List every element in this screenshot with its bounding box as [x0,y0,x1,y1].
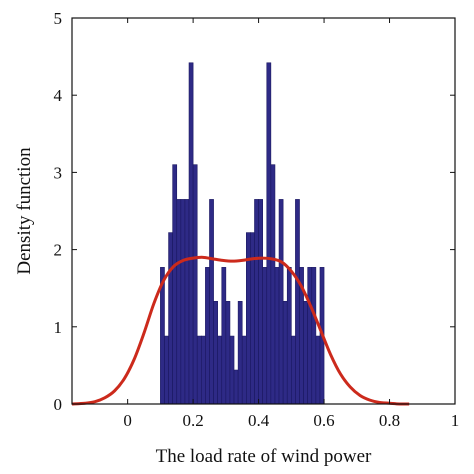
histogram-bar [241,335,247,405]
histogram-bar [237,301,243,405]
y-tick-label: 1 [54,318,63,337]
histogram-bar [286,267,292,405]
y-axis-label: Density function [14,147,35,275]
density-curve [71,255,410,406]
histogram-bar [274,267,280,405]
histogram-bar [282,301,288,405]
histogram-bar [258,199,263,405]
histogram-bar [176,199,182,405]
histogram-bar [295,199,300,405]
histogram-bar [188,62,194,405]
histogram-bar [221,267,227,405]
x-axis-label: The load rate of wind power [156,446,372,467]
histogram-bar [266,62,272,405]
histogram-bar [270,164,276,405]
histogram-bar [201,335,206,405]
x-tick-label: 0.8 [379,411,400,430]
y-tick-label: 2 [54,241,63,260]
histogram-bar [262,267,268,405]
histogram-bar [311,267,317,405]
histogram-bar [303,301,308,405]
histogram-bar [172,164,178,405]
histogram-bar [209,199,214,405]
plot-frame [71,17,456,405]
histogram-bar [192,164,198,405]
y-tick-label: 4 [54,86,63,105]
histogram-bar [315,335,321,405]
histogram-bar [196,335,202,405]
y-tick-label: 5 [54,9,63,28]
x-tick-label: 0.6 [313,411,334,430]
histogram-bar [184,199,190,405]
histogram-bars [160,62,325,405]
y-tick-label: 3 [54,163,63,182]
x-tick-label: 0.4 [248,411,270,430]
histogram-bar [225,301,231,405]
y-tick-label: 0 [54,395,63,414]
histogram-bar [168,232,173,405]
histogram-bar [229,335,235,405]
histogram-bar [217,335,223,405]
histogram-bar [164,335,169,405]
histogram-bar [278,199,284,405]
histogram-bar [213,301,218,405]
x-tick-label: 0.2 [182,411,203,430]
histogram-bar [233,369,239,405]
x-tick-label: 1 [451,411,460,430]
x-tick-label: 0 [123,411,132,430]
histogram-bar [291,335,296,405]
histogram-bar [180,199,186,405]
axis-ticks [72,17,456,405]
histogram-bar [307,267,313,405]
histogram-bar [254,199,259,405]
y-tick-labels: 0 1 2 3 4 5 [54,9,63,414]
x-tick-labels: 0 0.2 0.4 0.6 0.8 1 [123,411,459,430]
histogram-bar [205,267,210,405]
density-curve-layer [71,255,410,406]
